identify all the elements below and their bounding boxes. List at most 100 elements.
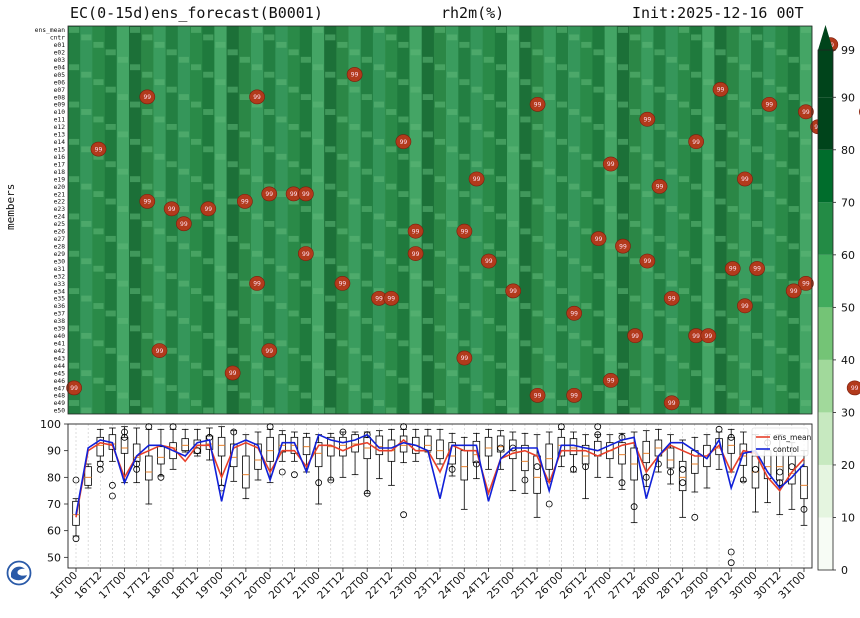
heatmap-cell: [81, 183, 92, 190]
heatmap-cell: [398, 303, 409, 309]
heatmap-cell: [495, 101, 507, 108]
heatmap-cell: [764, 153, 775, 160]
box-body: [569, 438, 578, 456]
heatmap-cell: [556, 400, 568, 406]
heatmap-cell: [800, 176, 811, 183]
heatmap-cell: [581, 265, 592, 272]
heatmap-cell: [251, 64, 263, 71]
heatmap-cell: [69, 64, 80, 71]
heatmap-highlight-cell: [529, 387, 546, 403]
heatmap-cell: [678, 400, 690, 406]
heatmap-cell: [776, 124, 787, 130]
heatmap-cell: [471, 235, 482, 242]
box-outlier: [739, 476, 747, 484]
heatmap-cell: [349, 273, 360, 280]
heatmap-cell: [422, 355, 433, 362]
heatmap-cell: [532, 124, 543, 130]
heatmap-cell: [605, 280, 616, 287]
heatmap-cell: [105, 49, 116, 56]
colorbar-tick-label: 99: [841, 44, 855, 57]
heatmap-cell: [129, 288, 141, 295]
logo-icon: [6, 560, 32, 586]
heatmap-row-label: e21: [54, 191, 66, 198]
heatmap-cell: [520, 41, 531, 48]
heatmap-cell: [788, 243, 799, 250]
heatmap-cell: [617, 288, 629, 295]
heatmap-highlight-label: 99: [692, 139, 700, 146]
heatmap-cell: [739, 288, 751, 295]
heatmap-cell: [190, 288, 202, 295]
heatmap-cell: [166, 161, 177, 168]
heatmap-highlight-label: 99: [595, 236, 603, 243]
heatmap-cell: [166, 124, 177, 130]
colorbar-segment: [818, 517, 833, 570]
heatmap-cell: [325, 295, 336, 302]
heatmap-cell: [105, 347, 116, 354]
heatmap-cell: [325, 146, 336, 153]
heatmap-column: [702, 26, 715, 414]
heatmap-cell: [764, 41, 775, 48]
heatmap-row-label: e25: [54, 221, 66, 228]
heatmap-highlight-cell: [639, 111, 656, 127]
colorbar-tick-label: 40: [841, 354, 855, 367]
heatmap-highlight-cell: [798, 104, 814, 120]
heatmap-cell: [251, 362, 263, 369]
heatmap-cell: [422, 318, 433, 324]
heatmap-cell: [703, 340, 714, 347]
heatmap-highlight-label: 99: [180, 221, 188, 228]
legend-label: ens_mean: [773, 433, 812, 442]
heatmap-column: [189, 26, 203, 414]
heatmap-cell: [532, 273, 543, 280]
heatmap-column: [128, 26, 142, 414]
heatmap-cell: [556, 288, 568, 295]
heatmap-cell: [398, 153, 409, 160]
heatmap-column: [311, 26, 325, 414]
heatmap-cell: [691, 370, 702, 377]
heatmap-cell: [69, 250, 80, 257]
heatmap-cell: [520, 340, 531, 347]
heatmap-cell: [81, 146, 92, 153]
heatmap-cell: [361, 168, 372, 175]
heatmap-cell: [117, 318, 128, 324]
heatmap-cell: [630, 183, 641, 190]
heatmap-cell: [691, 109, 702, 115]
heatmap-cell: [654, 235, 665, 242]
box-outlier: [400, 511, 408, 519]
heatmap-cell: [715, 385, 726, 392]
heatmap-cell: [142, 146, 153, 153]
heatmap-highlight-cell: [249, 276, 265, 291]
series-line-control: [75, 433, 805, 515]
heatmap-cell: [215, 153, 226, 160]
heatmap-cell: [178, 94, 189, 101]
heatmap-cell: [337, 303, 348, 309]
heatmap-cell: [105, 310, 116, 317]
heatmap-column: [263, 26, 276, 414]
heatmap-cell: [239, 243, 250, 250]
heatmap-cell: [227, 86, 238, 93]
heatmap-cell: [300, 392, 311, 399]
box-outlier: [363, 489, 371, 497]
heatmap-cell: [105, 385, 116, 392]
heatmap-cell: [703, 228, 714, 235]
heatmap-cell: [642, 377, 653, 384]
heatmap-cell: [459, 191, 470, 198]
heatmap-cell: [483, 355, 494, 362]
heatmap-cell: [81, 370, 92, 377]
heatmap-column: [336, 26, 349, 414]
heatmap-cell: [532, 198, 543, 205]
heatmap-cell: [215, 265, 226, 272]
heatmap-cell: [203, 370, 214, 377]
box-body: [642, 440, 651, 464]
heatmap-cell: [142, 332, 153, 339]
heatmap-cell: [81, 221, 92, 227]
heatmap-cell: [288, 124, 299, 130]
box-outlier: [727, 433, 735, 441]
heatmap-cell: [373, 64, 385, 71]
box-body: [217, 436, 226, 457]
heatmap-cell: [81, 407, 92, 414]
heatmap-cell: [410, 198, 421, 205]
heatmap-column: [80, 26, 93, 414]
heatmap-cell: [471, 86, 482, 93]
heatmap-cell: [81, 332, 92, 339]
figure-title-left: EC(0-15d)ens_forecast(B0001): [70, 4, 323, 22]
